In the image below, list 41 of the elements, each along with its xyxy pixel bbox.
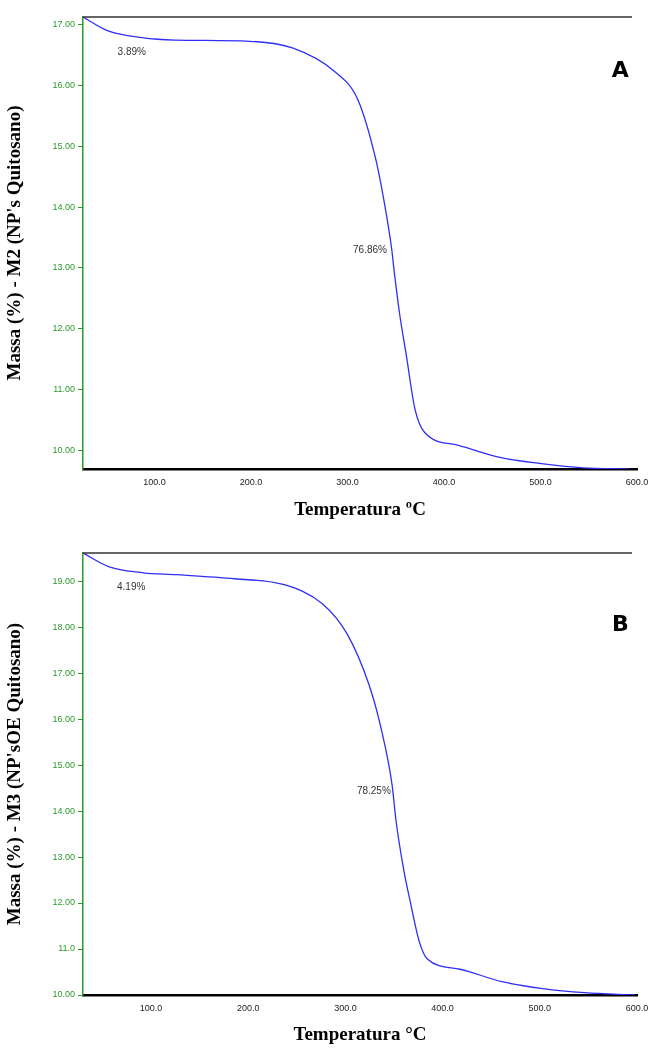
annotation: B	[611, 610, 629, 636]
x-tick-label: 300.0	[336, 476, 359, 487]
annotation: 78.25%	[356, 784, 391, 796]
y-tick-label: 14.00	[52, 201, 75, 212]
y-tick-label: 13.00	[52, 851, 75, 862]
x-axis-title: Temperatura ºC	[294, 497, 426, 519]
annotation: 4.19%	[117, 580, 146, 592]
x-tick-label: 600.0	[625, 1002, 649, 1013]
y-tick-label: 15.00	[52, 759, 75, 770]
y-tick-label: 19.00	[52, 575, 75, 586]
x-tick-label: 100.0	[143, 476, 166, 487]
x-tick-label: 500.0	[528, 1002, 552, 1013]
y-tick-label: 10.00	[52, 989, 75, 1000]
y-axis-title: Massa (%) - M2 (NP's Quitosano)	[3, 105, 26, 381]
x-tick-label: 100.0	[139, 1002, 163, 1013]
x-tick-label: 200.0	[236, 1002, 260, 1013]
x-tick-label: 400.0	[432, 476, 456, 487]
x-tick-label: 300.0	[334, 1002, 357, 1013]
x-axis-title: Temperatura °C	[293, 1022, 427, 1044]
y-tick-label: 15.00	[52, 140, 75, 151]
y-tick-label: 11.0	[58, 943, 75, 954]
annotation: 3.89%	[117, 45, 147, 57]
y-tick-label: 16.00	[52, 713, 75, 724]
x-tick-label: 400.0	[431, 1002, 454, 1013]
x-tick-label: 600.0	[625, 476, 649, 487]
y-tick-label: 17.00	[52, 667, 75, 678]
y-axis-title: Massa (%) - M3 (NP'sOE Quitosano)	[3, 622, 26, 926]
y-tick-label: 13.00	[52, 262, 75, 273]
y-tick-label: 18.00	[52, 621, 75, 632]
line-series	[83, 17, 630, 469]
y-tick-label: 16.00	[52, 80, 75, 91]
y-tick-label: 11.00	[53, 383, 75, 394]
annotation: A	[611, 56, 629, 82]
y-tick-label: 10.00	[52, 444, 75, 455]
y-tick-label: 14.00	[52, 805, 75, 816]
y-tick-label: 17.00	[52, 19, 75, 30]
y-tick-label: 12.00	[52, 897, 75, 908]
x-tick-label: 200.0	[239, 476, 263, 487]
y-tick-label: 12.00	[52, 323, 75, 334]
annotation: 76.86%	[353, 243, 388, 255]
x-tick-label: 500.0	[529, 476, 552, 487]
